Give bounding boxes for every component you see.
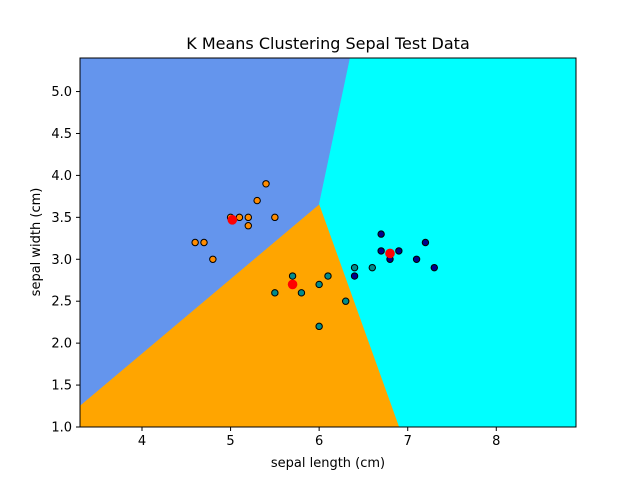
- decision-regions: [79, 57, 577, 428]
- data-point-cluster-2-2: [288, 272, 297, 280]
- y-axis-label: sepal width (cm): [29, 188, 44, 297]
- y-tick-label: 2.5: [51, 295, 72, 310]
- data-point-cluster-1-5: [235, 213, 244, 222]
- data-point-cluster-3-7: [421, 238, 430, 247]
- data-point-cluster-1-7: [244, 222, 252, 230]
- data-point-cluster-1-8: [253, 196, 261, 205]
- y-tick-label: 5.0: [51, 85, 72, 100]
- y-tick-label: 4.5: [51, 127, 72, 142]
- x-tick-label: 8: [492, 434, 500, 449]
- data-point-cluster-1-6: [244, 213, 252, 222]
- data-point-cluster-2-7: [342, 297, 350, 305]
- data-point-cluster-1-2: [200, 238, 208, 247]
- data-point-cluster-2-4: [315, 322, 323, 331]
- data-point-cluster-2-6: [324, 272, 332, 280]
- y-tick-label: 1.5: [51, 379, 72, 394]
- x-tick-label: 6: [315, 434, 323, 449]
- data-point-cluster-3-3: [377, 247, 385, 255]
- data-point-cluster-3-1: [350, 272, 359, 280]
- y-axis: 1.0 1.5 2.0 2.5 3.0 3.5 4.0 4.5 5.0: [51, 85, 80, 436]
- data-point-cluster-1-3: [209, 255, 217, 263]
- chart-title: K Means Clustering Sepal Test Data: [186, 34, 470, 53]
- y-tick-label: 2.0: [51, 337, 72, 352]
- data-point-cluster-1-1: [191, 238, 199, 247]
- y-tick-label: 3.5: [51, 211, 72, 226]
- data-point-cluster-3-8: [430, 263, 438, 272]
- y-tick-label: 4.0: [51, 169, 72, 184]
- y-tick-label: 3.0: [51, 253, 72, 268]
- plot-frame: [79, 57, 577, 428]
- data-point-cluster-3-2: [377, 230, 385, 238]
- centroid-2: [287, 279, 298, 290]
- data-point-cluster-3-6: [412, 255, 421, 263]
- data-point-cluster-2-8: [350, 263, 359, 272]
- data-point-cluster-1-10: [271, 213, 279, 222]
- centroids: [227, 215, 395, 290]
- centroid-3: [385, 248, 395, 259]
- x-tick-label: 5: [226, 434, 234, 449]
- x-axis-label: sepal length (cm): [271, 456, 385, 471]
- x-axis: 4 5 6 7 8: [138, 427, 500, 449]
- data-points: [191, 180, 438, 331]
- data-point-cluster-2-1: [271, 289, 279, 297]
- data-point-cluster-3-5: [395, 247, 403, 255]
- centroid-1: [227, 215, 238, 225]
- data-point-cluster-2-3: [297, 289, 306, 297]
- data-point-cluster-2-9: [368, 263, 376, 272]
- data-point-cluster-2-5: [315, 280, 323, 289]
- x-tick-label: 7: [404, 434, 412, 449]
- x-tick-label: 4: [138, 434, 146, 449]
- data-point-cluster-1-9: [262, 180, 270, 188]
- y-tick-label: 1.0: [51, 421, 72, 436]
